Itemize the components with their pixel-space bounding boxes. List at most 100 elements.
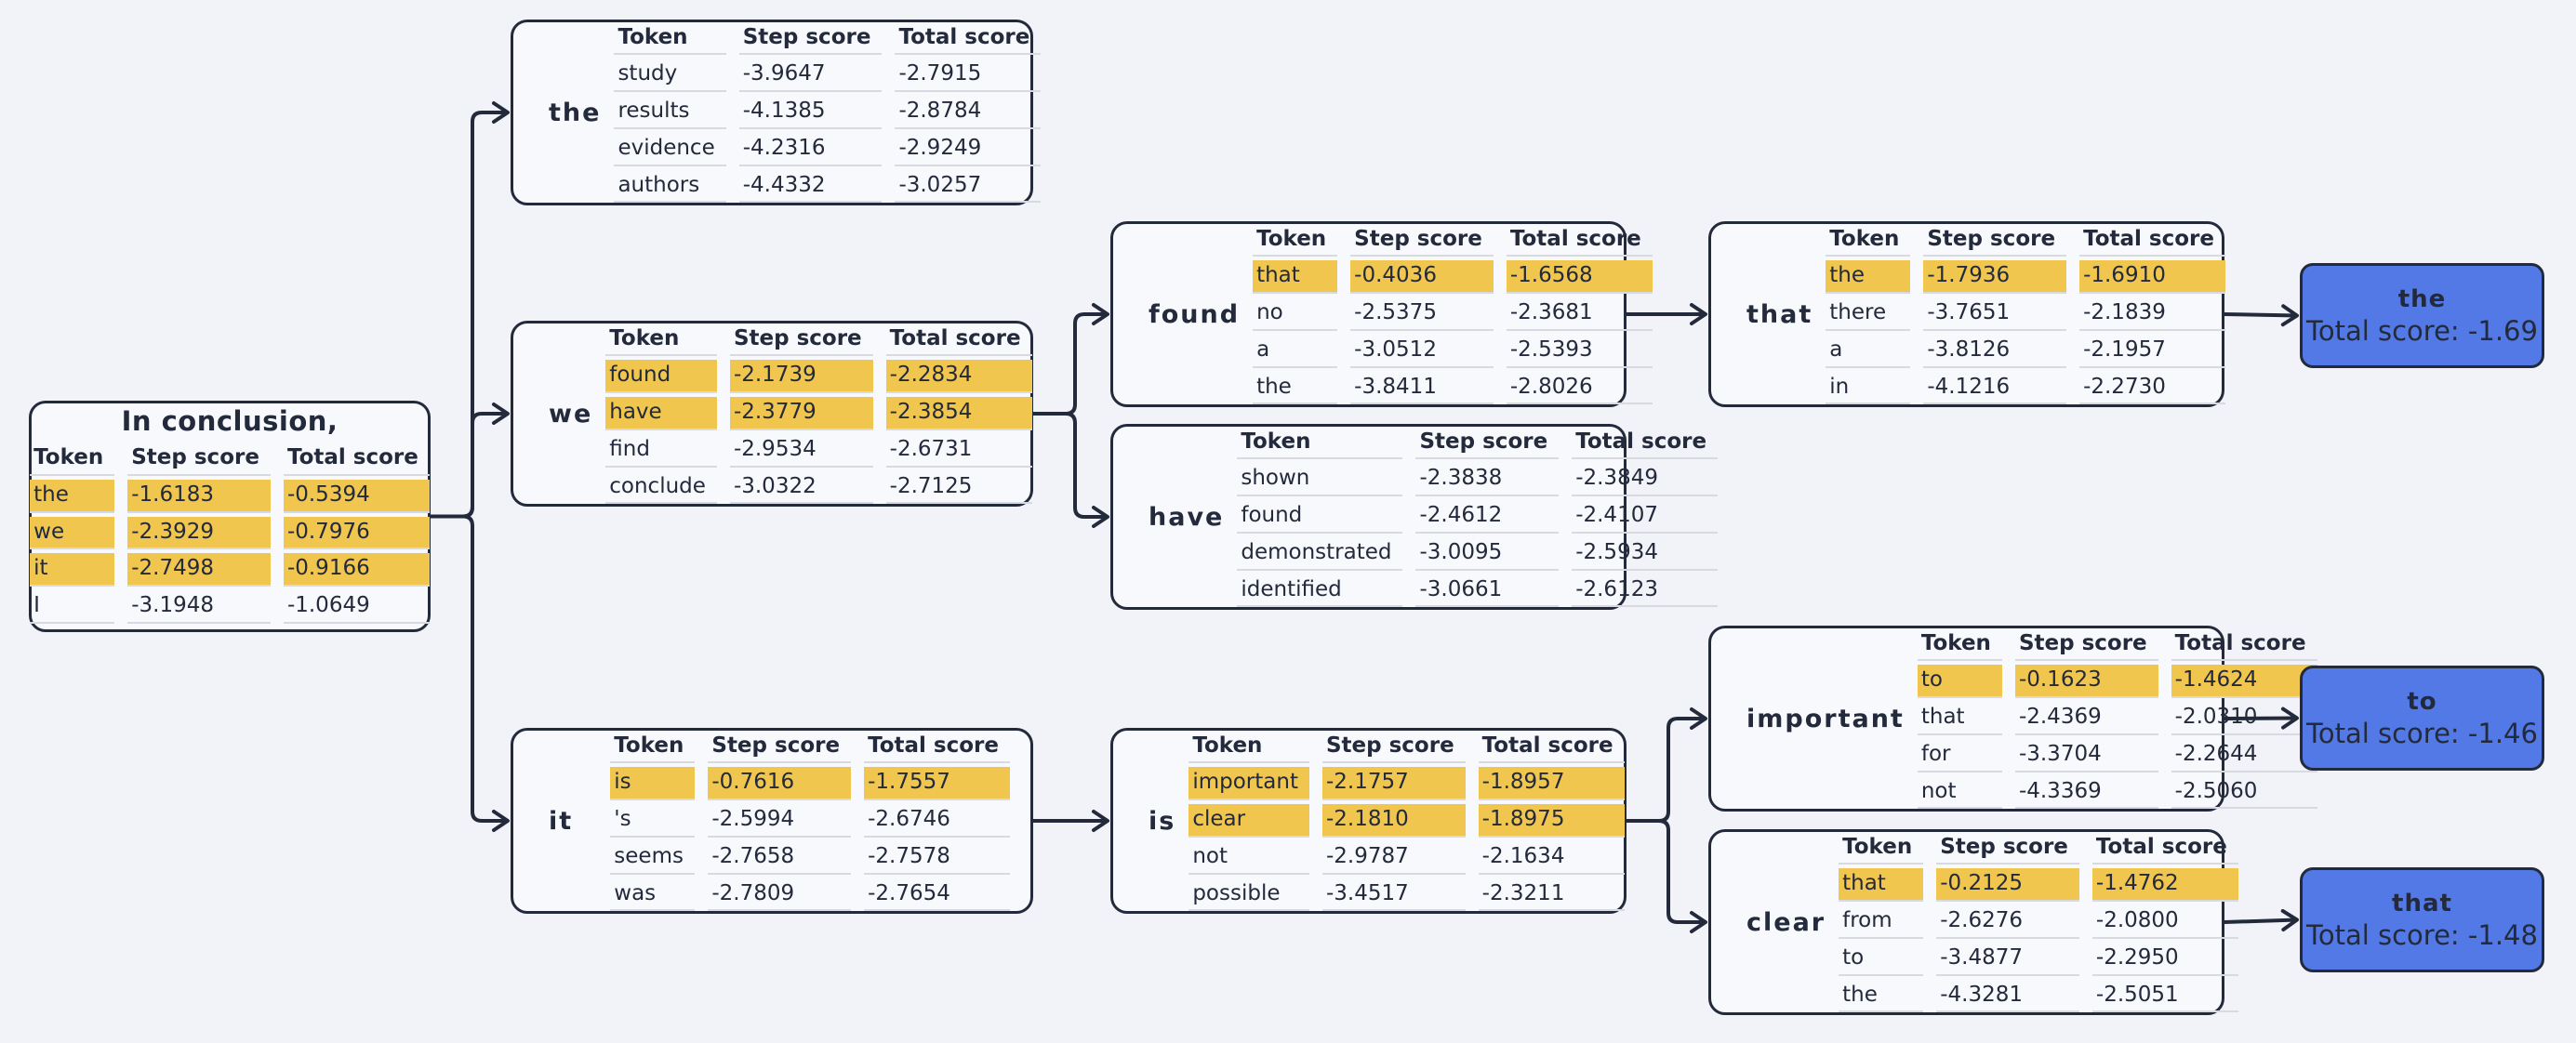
node-token-label: have	[1149, 502, 1225, 532]
connector-is-to-clear	[1627, 819, 1707, 933]
column-header: Total score	[885, 323, 1032, 357]
step-score-cell: -3.8411	[1350, 372, 1494, 405]
beam-node-the: the Token Step score Total score study -3.96…	[511, 20, 1042, 205]
column-header: Token	[610, 731, 696, 764]
connector-we-to-have	[1033, 412, 1109, 528]
token-cell: that	[1839, 868, 1924, 903]
node-token-label: clear	[1746, 907, 1826, 937]
step-score-cell: -0.2125	[1936, 868, 2079, 903]
token-cell: a	[1253, 335, 1338, 368]
table-header-row: Token Step score Total score	[1826, 224, 2225, 257]
column-header: Total score	[283, 442, 430, 476]
step-score-cell: -2.9534	[729, 434, 873, 468]
candidate-row-selected: we -2.3929 -0.7976	[30, 516, 430, 550]
candidate-row-selected: that -0.4036 -1.6568	[1253, 260, 1653, 295]
node-token-label: important	[1746, 704, 1905, 733]
token-cell: identified	[1237, 574, 1403, 608]
candidate-row-selected: the -1.6183 -0.5394	[30, 479, 430, 513]
column-header: Step score	[738, 22, 883, 56]
candidate-table-found: Token Step score Total score that -0.4036 -1.…	[1240, 220, 1666, 409]
token-cell: important	[1188, 767, 1309, 801]
node-token-label: is	[1149, 806, 1176, 836]
candidate-row-selected: it -2.7498 -0.9166	[30, 553, 430, 588]
total-score-cell: -1.7557	[864, 767, 1010, 801]
total-score-cell: -2.6123	[1572, 574, 1719, 608]
table-header-row: Token Step score Total score	[1237, 427, 1719, 460]
table-header-row: Token Step score Total score	[1188, 731, 1625, 764]
step-score-cell: -4.1216	[1923, 372, 2067, 405]
token-cell: to	[1917, 665, 2002, 699]
column-header: Total score	[2091, 832, 2238, 865]
token-cell: evidence	[614, 133, 726, 166]
candidate-row: I -3.1948 -1.0649	[30, 590, 430, 624]
final-beam-the: the Total score: -1.69	[2300, 263, 2544, 368]
token-cell: we	[30, 516, 115, 550]
total-score-cell: -2.1634	[1478, 841, 1625, 875]
final-total-score: Total score: -1.46	[2306, 717, 2538, 749]
step-score-cell: -2.7498	[127, 553, 271, 588]
node-token-label: that	[1746, 299, 1813, 329]
candidate-row: that -2.4369 -2.0310	[1917, 702, 2317, 735]
candidate-row-selected: is -0.7616 -1.7557	[610, 767, 1010, 801]
total-score-cell: -2.1957	[2079, 335, 2225, 368]
step-score-cell: -4.1385	[738, 96, 883, 129]
total-score-cell: -3.0257	[895, 170, 1042, 204]
table-header-row: Token Step score Total score	[1253, 224, 1653, 257]
step-score-cell: -2.4612	[1415, 500, 1560, 534]
candidate-table-is: Token Step score Total score important -2.17…	[1175, 727, 1637, 916]
table-header-row: Token Step score Total score	[1839, 832, 2238, 865]
candidate-row: the -4.3281 -2.5051	[1839, 980, 2238, 1013]
connector-is-to-important	[1627, 707, 1707, 823]
token-cell: that	[1253, 260, 1338, 295]
token-cell: it	[30, 553, 115, 588]
total-score-cell: -1.6568	[1506, 260, 1653, 295]
beam-node-clear: clear Token Step score Total score that -0.2…	[1708, 829, 2238, 1015]
total-score-cell: -2.2644	[2171, 739, 2317, 772]
total-score-cell: -2.3849	[1572, 463, 1719, 497]
step-score-cell: -3.0661	[1415, 574, 1560, 608]
column-header: Token	[1826, 224, 1911, 257]
column-header: Step score	[2014, 628, 2158, 662]
candidate-row: demonstrated -3.0095 -2.5934	[1237, 537, 1719, 571]
step-score-cell: -0.1623	[2014, 665, 2158, 699]
node-token-label: found	[1149, 299, 1241, 329]
token-cell: was	[610, 878, 696, 912]
column-header: Step score	[1923, 224, 2067, 257]
candidate-row: from -2.6276 -2.0800	[1839, 905, 2238, 939]
column-header: Step score	[1415, 427, 1560, 460]
token-cell: clear	[1188, 804, 1309, 838]
step-score-cell: -4.3369	[2014, 776, 2158, 810]
candidate-table-clear: Token Step score Total score that -0.2125 -1.…	[1826, 828, 2251, 1017]
prompt-title: In conclusion,	[121, 405, 339, 438]
total-score-cell: -2.7654	[864, 878, 1010, 912]
column-header: Token	[1237, 427, 1403, 460]
beam-node-it: it Token Step score Total score is -0.7616 -1…	[511, 728, 1033, 914]
token-cell: not	[1917, 776, 2002, 810]
node-token-label: we	[549, 399, 593, 429]
step-score-cell: -3.0322	[729, 471, 873, 505]
connector-important-to-result_to	[2224, 706, 2299, 730]
table-header-row: Token Step score Total score	[610, 731, 1010, 764]
token-cell: possible	[1188, 878, 1309, 912]
step-score-cell: -2.1739	[729, 360, 873, 394]
final-token-label: to	[2407, 687, 2437, 716]
candidate-row: the -3.8411 -2.8026	[1253, 372, 1653, 405]
column-header: Total score	[1506, 224, 1653, 257]
candidate-table-important: Token Step score Total score to -0.1623 -1.46…	[1905, 625, 2330, 813]
candidate-row-selected: clear -2.1810 -1.8975	[1188, 804, 1625, 838]
node-token-label: the	[549, 98, 602, 127]
column-header: Token	[1188, 731, 1309, 764]
step-score-cell: -0.4036	[1350, 260, 1494, 295]
column-header: Token	[30, 442, 115, 476]
candidate-row-selected: found -2.1739 -2.2834	[605, 360, 1032, 394]
step-score-cell: -4.3281	[1936, 980, 2079, 1013]
candidate-row: in -4.1216 -2.2730	[1826, 372, 2225, 405]
total-score-cell: -2.7915	[895, 59, 1042, 93]
step-score-cell: -3.0512	[1350, 335, 1494, 368]
step-score-cell: -4.2316	[738, 133, 883, 166]
final-token-label: that	[2392, 889, 2452, 918]
final-beam-that: that Total score: -1.48	[2300, 867, 2544, 972]
candidate-table-it: Token Step score Total score is -0.7616 -1.75…	[597, 727, 1023, 916]
token-cell: demonstrated	[1237, 537, 1403, 571]
